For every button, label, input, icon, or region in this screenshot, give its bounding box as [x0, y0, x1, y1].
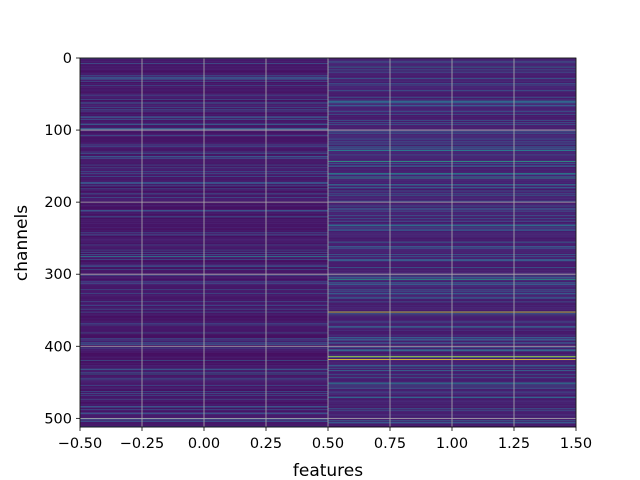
plot-frame: [79, 57, 577, 428]
y-axis-label: channels: [12, 205, 32, 281]
x-tick-label: 0.50: [312, 436, 344, 452]
x-tick-label: 1.25: [498, 436, 530, 452]
x-tick-label: −0.50: [58, 436, 102, 452]
y-tick-label: 300: [44, 267, 72, 283]
y-tick-label: 500: [44, 411, 72, 427]
x-tick-label: 1.50: [560, 436, 592, 452]
y-tick-label: 200: [44, 195, 72, 211]
x-axis-label: features: [293, 461, 363, 480]
y-axis: 0 100 200 300 400 500: [44, 51, 577, 428]
y-tick-label: 400: [44, 339, 72, 355]
x-tick-label: −0.25: [120, 436, 164, 452]
x-axis: −0.50 −0.25 0.00 0.25 0.50 0.75 1.00 1.25 1.50: [58, 427, 592, 452]
x-tick-label: 0.25: [250, 436, 282, 452]
y-tick-label: 100: [44, 123, 72, 139]
y-tick-label: 0: [63, 51, 72, 67]
x-tick-label: 0.75: [374, 436, 406, 452]
x-tick-label: 0.00: [188, 436, 220, 452]
x-tick-label: 1.00: [436, 436, 468, 452]
